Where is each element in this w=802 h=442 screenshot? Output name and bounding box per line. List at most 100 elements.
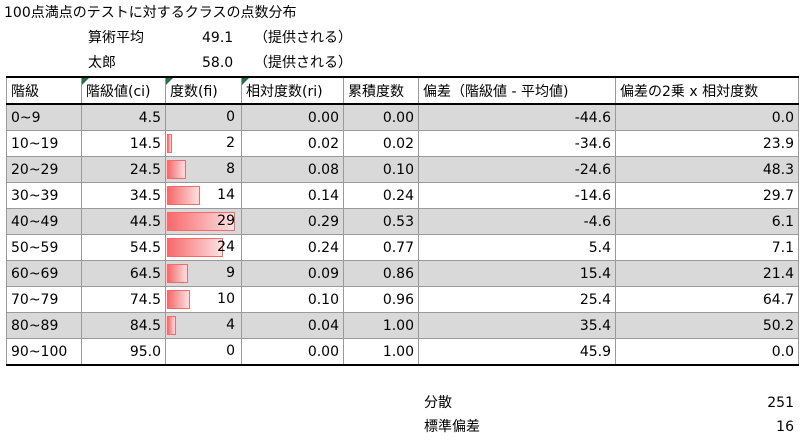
cell-class-value[interactable]: 64.5 (81, 260, 166, 287)
cell-relative-frequency[interactable]: 0.08 (241, 156, 344, 183)
cell-relative-frequency[interactable]: 0.10 (241, 286, 344, 313)
cell-frequency[interactable]: 2 (165, 130, 242, 157)
cell-squared-deviation[interactable]: 7.1 (615, 234, 799, 261)
cell-cumulative[interactable]: 0.86 (343, 260, 419, 287)
cell-class-value[interactable]: 84.5 (81, 312, 166, 339)
data-bar (167, 212, 235, 231)
data-bar (167, 160, 186, 179)
cell-squared-deviation[interactable]: 48.3 (615, 156, 799, 183)
cell-squared-deviation[interactable]: 50.2 (615, 312, 799, 339)
cell-cumulative[interactable]: 0.00 (343, 103, 419, 131)
cell-squared-deviation[interactable]: 21.4 (615, 260, 799, 287)
cell-class[interactable]: 50~59 (6, 234, 82, 261)
info-label: 算術平均 (88, 30, 144, 46)
cell-squared-deviation[interactable]: 6.1 (615, 208, 799, 235)
cell-relative-frequency[interactable]: 0.29 (241, 208, 344, 235)
cell-class-value[interactable]: 95.0 (81, 338, 166, 366)
cell-cumulative[interactable]: 0.96 (343, 286, 419, 313)
cell-squared-deviation[interactable]: 64.7 (615, 286, 799, 313)
header-frequency[interactable]: 度数(fi) (165, 76, 242, 105)
cell-frequency[interactable]: 4 (165, 312, 242, 339)
cell-class[interactable]: 30~39 (6, 182, 82, 209)
cell-frequency[interactable]: 0 (165, 338, 242, 366)
cell-relative-frequency[interactable]: 0.00 (241, 338, 344, 366)
cell-class[interactable]: 80~89 (6, 312, 82, 339)
frequency-value: 10 (217, 291, 235, 307)
cell-relative-frequency[interactable]: 0.24 (241, 234, 344, 261)
frequency-value: 0 (226, 343, 235, 359)
header-deviation[interactable]: 偏差（階級値 - 平均値) (418, 76, 616, 105)
cell-frequency[interactable]: 14 (165, 182, 242, 209)
table-row: 40~49 44.5 29 0.29 0.53 -4.6 6.1 (6, 208, 799, 235)
std-dev-label: 標準偏差 (424, 419, 480, 435)
cell-cumulative[interactable]: 0.77 (343, 234, 419, 261)
cell-squared-deviation[interactable]: 29.7 (615, 182, 799, 209)
data-bar (167, 186, 200, 205)
header-class-value[interactable]: 階級値(ci) (81, 76, 166, 105)
info-row-taro: 太郎 58.0 （提供される） (0, 52, 420, 74)
table-row: 20~29 24.5 8 0.08 0.10 -24.6 48.3 (6, 156, 799, 183)
info-note: （提供される） (254, 30, 352, 46)
cell-deviation[interactable]: 35.4 (418, 312, 616, 339)
cell-squared-deviation[interactable]: 0.0 (615, 103, 799, 131)
table-row: 10~19 14.5 2 0.02 0.02 -34.6 23.9 (6, 130, 799, 157)
header-class[interactable]: 階級 (6, 76, 82, 105)
cell-deviation[interactable]: 5.4 (418, 234, 616, 261)
frequency-value: 8 (226, 161, 235, 177)
frequency-value: 9 (226, 265, 235, 281)
cell-frequency[interactable]: 24 (165, 234, 242, 261)
cell-deviation[interactable]: -44.6 (418, 103, 616, 131)
cell-cumulative[interactable]: 0.10 (343, 156, 419, 183)
cell-class[interactable]: 90~100 (6, 338, 82, 366)
cell-relative-frequency[interactable]: 0.00 (241, 103, 344, 131)
info-row-mean: 算術平均 49.1 （提供される） (0, 27, 420, 49)
frequency-value: 29 (217, 213, 235, 229)
table-row: 30~39 34.5 14 0.14 0.24 -14.6 29.7 (6, 182, 799, 209)
cell-class-value[interactable]: 24.5 (81, 156, 166, 183)
cell-class-value[interactable]: 4.5 (81, 103, 166, 131)
cell-class-value[interactable]: 44.5 (81, 208, 166, 235)
cell-class-value[interactable]: 74.5 (81, 286, 166, 313)
header-relative-frequency[interactable]: 相対度数(ri) (241, 76, 344, 105)
cell-frequency[interactable]: 8 (165, 156, 242, 183)
cell-class[interactable]: 20~29 (6, 156, 82, 183)
cell-cumulative[interactable]: 1.00 (343, 312, 419, 339)
cell-class[interactable]: 40~49 (6, 208, 82, 235)
frequency-table: 階級 階級値(ci) 度数(fi) 相対度数(ri) 累積度数 偏差（階級値 -… (6, 76, 799, 366)
cell-deviation[interactable]: 15.4 (418, 260, 616, 287)
cell-class[interactable]: 0~9 (6, 103, 82, 131)
cell-deviation[interactable]: -4.6 (418, 208, 616, 235)
cell-cumulative[interactable]: 0.53 (343, 208, 419, 235)
cell-relative-frequency[interactable]: 0.04 (241, 312, 344, 339)
variance-label: 分散 (424, 395, 452, 411)
frequency-value: 14 (217, 187, 235, 203)
cell-relative-frequency[interactable]: 0.02 (241, 130, 344, 157)
cell-deviation[interactable]: -34.6 (418, 130, 616, 157)
frequency-value: 2 (226, 135, 235, 151)
header-squared-deviation[interactable]: 偏差の2乗 x 相対度数 (615, 76, 799, 105)
cell-frequency[interactable]: 0 (165, 103, 242, 131)
cell-class[interactable]: 60~69 (6, 260, 82, 287)
cell-relative-frequency[interactable]: 0.14 (241, 182, 344, 209)
table-row: 70~79 74.5 10 0.10 0.96 25.4 64.7 (6, 286, 799, 313)
cell-class-value[interactable]: 34.5 (81, 182, 166, 209)
cell-cumulative[interactable]: 1.00 (343, 338, 419, 366)
cell-class-value[interactable]: 14.5 (81, 130, 166, 157)
cell-frequency[interactable]: 29 (165, 208, 242, 235)
cell-deviation[interactable]: 25.4 (418, 286, 616, 313)
cell-deviation[interactable]: -24.6 (418, 156, 616, 183)
cell-cumulative[interactable]: 0.24 (343, 182, 419, 209)
cell-deviation[interactable]: 45.9 (418, 338, 616, 366)
cell-class[interactable]: 70~79 (6, 286, 82, 313)
header-cumulative[interactable]: 累積度数 (343, 76, 419, 105)
cell-cumulative[interactable]: 0.02 (343, 130, 419, 157)
cell-deviation[interactable]: -14.6 (418, 182, 616, 209)
cell-class[interactable]: 10~19 (6, 130, 82, 157)
cell-frequency[interactable]: 9 (165, 260, 242, 287)
cell-class-value[interactable]: 54.5 (81, 234, 166, 261)
info-note: （提供される） (254, 55, 352, 71)
cell-squared-deviation[interactable]: 23.9 (615, 130, 799, 157)
cell-squared-deviation[interactable]: 0.0 (615, 338, 799, 366)
cell-relative-frequency[interactable]: 0.09 (241, 260, 344, 287)
cell-frequency[interactable]: 10 (165, 286, 242, 313)
